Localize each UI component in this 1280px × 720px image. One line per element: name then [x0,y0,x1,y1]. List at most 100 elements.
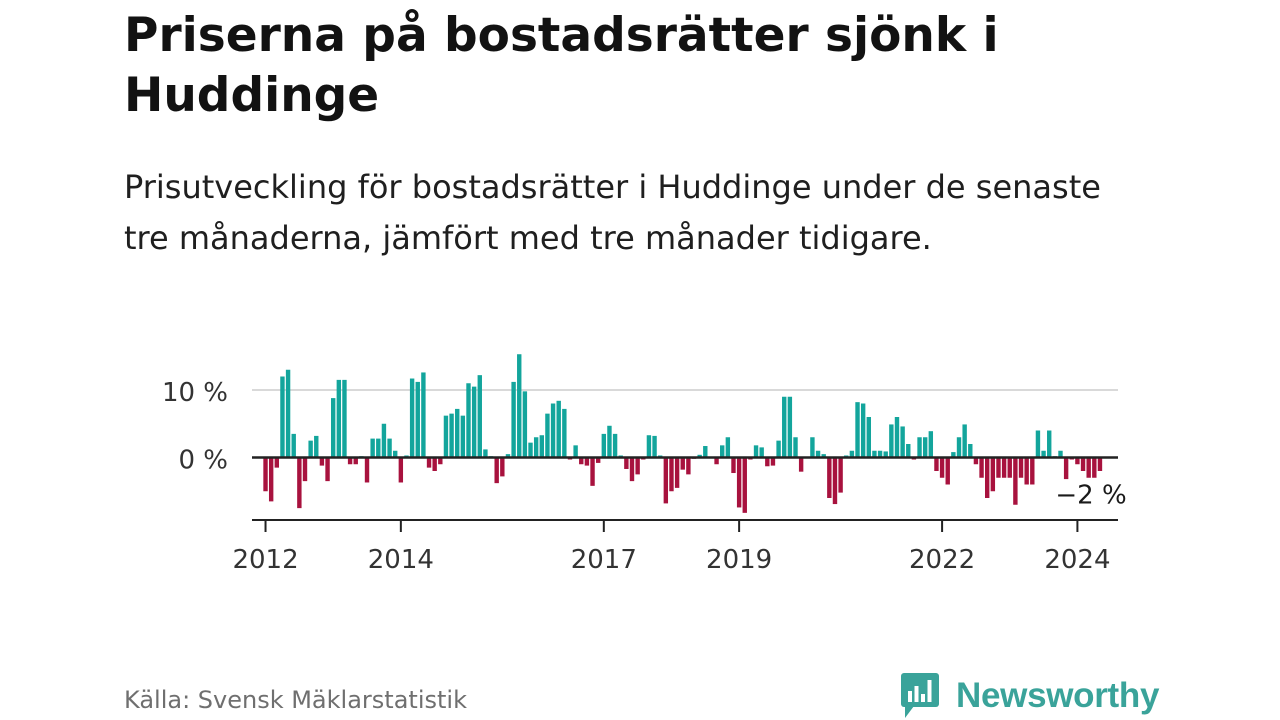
bar [1024,457,1029,485]
bar [917,437,922,458]
bar [652,435,657,458]
bar [314,435,319,458]
bar [674,457,680,488]
bar [663,457,669,504]
x-tick-label: 2014 [368,545,434,575]
bar [798,457,804,472]
bar [877,450,883,458]
bar [860,403,866,458]
bar [1013,457,1018,505]
bar [900,426,905,458]
bar [601,433,607,458]
bar [426,457,432,468]
bar [432,457,437,471]
bar [810,437,815,458]
bar [308,440,313,458]
bar [398,457,404,483]
bar [471,386,477,458]
bar [370,438,375,458]
bar [455,408,460,458]
bar [990,457,996,492]
bar [1080,457,1086,471]
x-tick-label: 2022 [909,545,975,575]
bar [849,450,855,458]
bar [342,379,347,458]
bar [415,381,420,458]
bar [725,437,731,458]
bar [263,457,268,492]
bar [319,457,325,466]
bar [1092,457,1097,478]
newsworthy-logo-icon [901,673,939,718]
bar [590,457,595,486]
bar [872,450,877,458]
bar [928,431,934,458]
bar [624,457,629,469]
bar [765,457,770,467]
bar [584,457,590,466]
source-note: Källa: Svensk Mäklarstatistik [124,686,467,714]
bar [438,457,443,465]
bar [832,457,838,505]
bar [680,457,685,470]
bar [979,457,984,478]
bar [821,454,826,458]
bar [939,457,945,478]
bar [517,354,522,458]
bar [573,445,578,458]
bar [669,457,674,492]
bar [500,457,505,477]
bar [962,424,967,458]
bar [477,375,482,458]
bar [376,438,381,458]
bar [934,457,939,471]
bar [985,457,990,498]
bar [274,457,280,468]
bar [973,457,979,465]
bar [714,457,719,465]
bar [421,372,426,458]
bar [759,447,764,458]
y-tick-label: 10 % [162,378,228,408]
bar [956,437,962,458]
bar [268,457,274,502]
bar [460,415,466,458]
bar [353,457,358,465]
x-tick-label: 2012 [232,545,298,575]
x-tick-label: 2017 [571,545,637,575]
bar [742,457,747,513]
bar [703,446,708,458]
bar [1018,457,1024,478]
bar [550,403,556,458]
bar [787,396,793,458]
bar [556,400,561,458]
bar [731,457,736,474]
bar [1047,430,1052,458]
bar [646,435,652,458]
bar [736,457,742,508]
bar [922,437,928,458]
bar [855,402,860,458]
bar [996,457,1001,478]
bar [686,457,691,475]
bar [1007,457,1012,478]
bar [330,398,336,458]
bar [1075,457,1080,465]
chart-subtitle: Prisutveckling för bostadsrätter i Huddi… [124,168,1101,257]
bar [776,440,781,458]
bar [347,457,353,465]
bar [285,369,291,458]
bar [968,444,973,458]
bar [883,451,888,458]
bar [466,383,471,458]
bar [720,445,725,458]
bar [393,450,398,458]
bar [838,457,843,493]
brand-logo[interactable]: Newsworthy [900,672,1159,720]
bar [579,457,584,465]
bar [409,378,415,458]
brand-name: Newsworthy [956,676,1160,715]
chart-title: Priserna på bostadsrätter sjönk i Huddin… [124,8,999,123]
bar [635,457,640,475]
